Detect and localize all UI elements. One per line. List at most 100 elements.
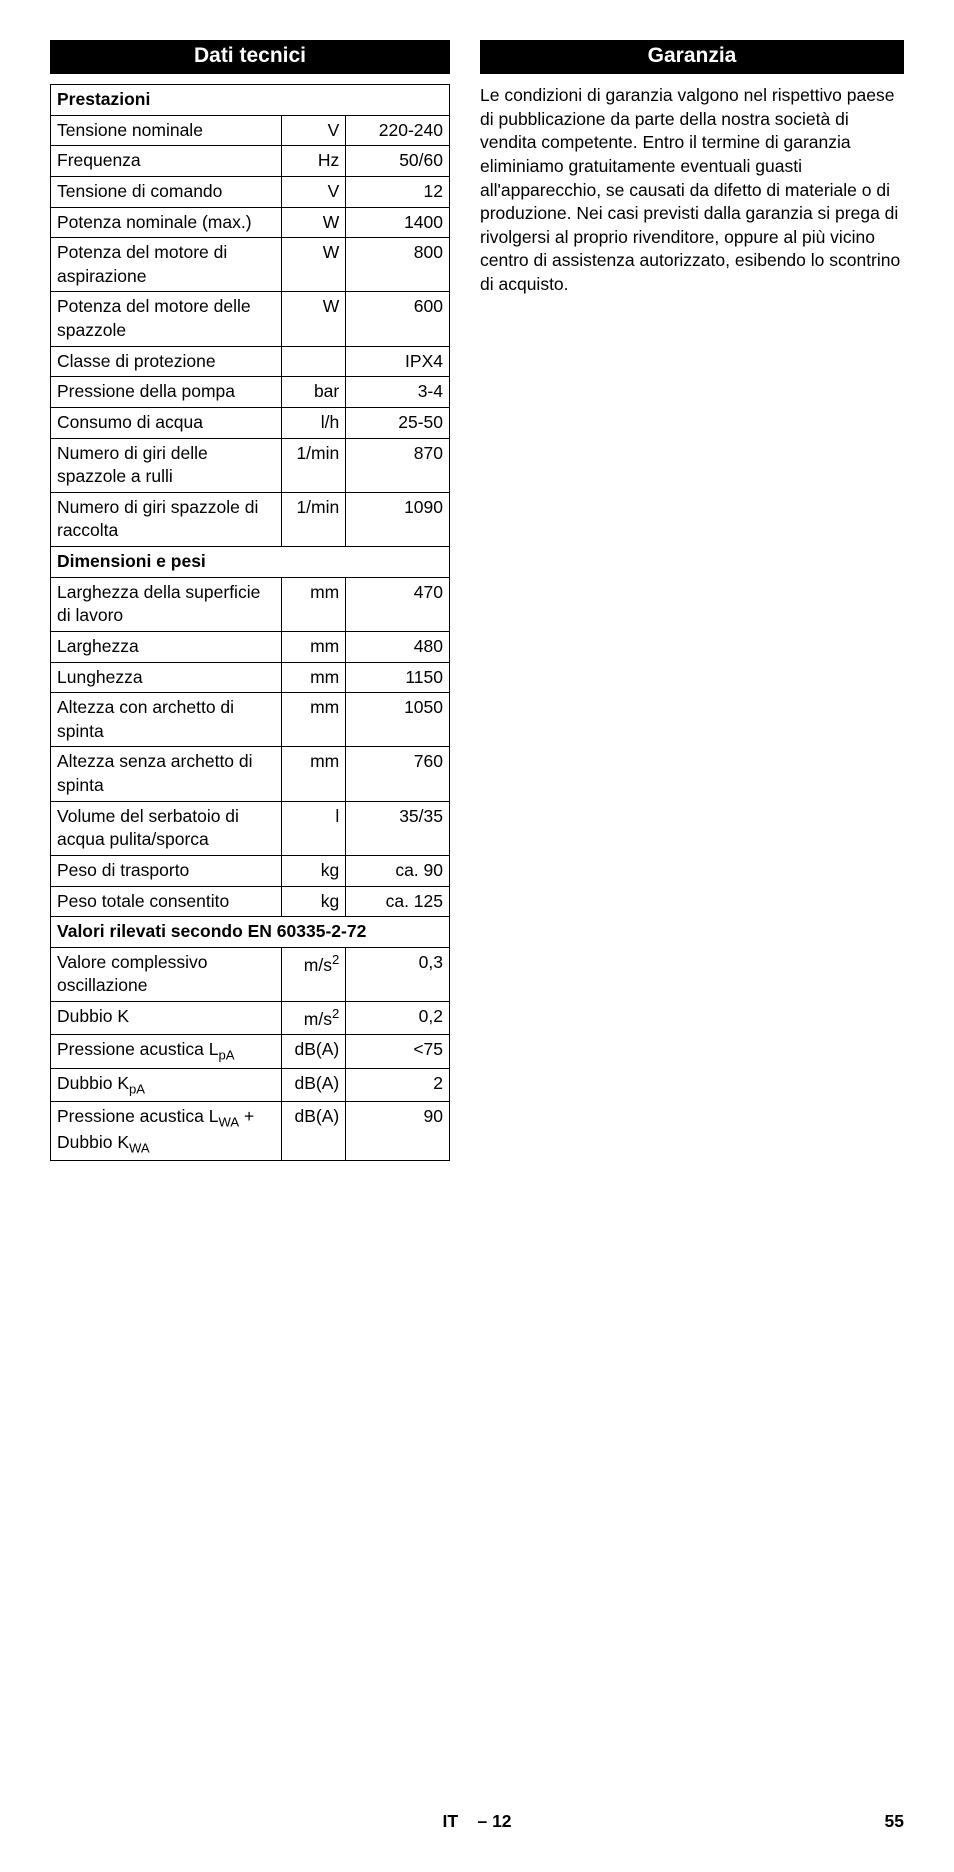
spec-label: Potenza nominale (max.) (51, 207, 282, 238)
spec-value: 90 (346, 1101, 450, 1160)
spec-unit: l/h (282, 407, 346, 438)
spec-label: Numero di giri spazzole di raccolta (51, 492, 282, 546)
table-row: Classe di protezione IPX4 (51, 346, 450, 377)
spec-unit: m/s2 (282, 1002, 346, 1035)
footer-section-page: – 12 (477, 1811, 511, 1831)
spec-value: 600 (346, 292, 450, 346)
spec-value: 870 (346, 438, 450, 492)
spec-value: 480 (346, 631, 450, 662)
spec-value: 1150 (346, 662, 450, 693)
table-row: Volume del serbatoio di acqua pulita/spo… (51, 801, 450, 855)
spec-label: Dubbio KpA (51, 1068, 282, 1101)
spec-label: Frequenza (51, 146, 282, 177)
spec-value: 50/60 (346, 146, 450, 177)
table-row: FrequenzaHz50/60 (51, 146, 450, 177)
spec-label: Volume del serbatoio di acqua pulita/spo… (51, 801, 282, 855)
table-section-header: Valori rilevati secondo EN 60335-2-72 (51, 917, 450, 948)
spec-value: 1400 (346, 207, 450, 238)
table-row: Potenza del motore di aspirazioneW800 (51, 238, 450, 292)
footer-center: IT – 12 (442, 1811, 511, 1832)
spec-label: Consumo di acqua (51, 407, 282, 438)
table-row: Pressione della pompabar3-4 (51, 377, 450, 408)
spec-label: Pressione della pompa (51, 377, 282, 408)
spec-value: IPX4 (346, 346, 450, 377)
spec-value: ca. 125 (346, 886, 450, 917)
spec-label: Altezza con archetto di spinta (51, 693, 282, 747)
spec-value: <75 (346, 1035, 450, 1068)
spec-label: Larghezza della superficie di lavoro (51, 577, 282, 631)
spec-unit: mm (282, 631, 346, 662)
spec-value: 35/35 (346, 801, 450, 855)
spec-label: Tensione di comando (51, 176, 282, 207)
spec-label: Peso di trasporto (51, 855, 282, 886)
spec-unit (282, 346, 346, 377)
spec-unit: kg (282, 886, 346, 917)
spec-label: Dubbio K (51, 1002, 282, 1035)
table-row: Larghezzamm480 (51, 631, 450, 662)
spec-label: Lunghezza (51, 662, 282, 693)
spec-unit: dB(A) (282, 1101, 346, 1160)
heading-garanzia: Garanzia (480, 40, 904, 74)
spec-value: 25-50 (346, 407, 450, 438)
spec-value: 12 (346, 176, 450, 207)
table-row: Consumo di acqual/h25-50 (51, 407, 450, 438)
footer-lang: IT (442, 1811, 458, 1831)
table-row: Larghezza della superficie di lavoromm47… (51, 577, 450, 631)
spec-unit: V (282, 176, 346, 207)
spec-label: Larghezza (51, 631, 282, 662)
spec-label: Classe di protezione (51, 346, 282, 377)
spec-unit: l (282, 801, 346, 855)
table-row: Altezza senza archetto di spintamm760 (51, 747, 450, 801)
spec-value: 2 (346, 1068, 450, 1101)
spec-unit: mm (282, 693, 346, 747)
spec-table: PrestazioniTensione nominaleV220-240Freq… (50, 84, 450, 1161)
spec-unit: mm (282, 662, 346, 693)
spec-label: Altezza senza archetto di spinta (51, 747, 282, 801)
spec-unit: Hz (282, 146, 346, 177)
table-row: Pressione acustica LWA + Dubbio KWAdB(A)… (51, 1101, 450, 1160)
spec-value: 800 (346, 238, 450, 292)
spec-unit: mm (282, 747, 346, 801)
table-row: Numero di giri delle spazzole a rulli1/m… (51, 438, 450, 492)
spec-unit: dB(A) (282, 1035, 346, 1068)
spec-value: 470 (346, 577, 450, 631)
spec-value: ca. 90 (346, 855, 450, 886)
table-row: Lunghezzamm1150 (51, 662, 450, 693)
spec-unit: W (282, 292, 346, 346)
table-section-header: Dimensioni e pesi (51, 547, 450, 578)
table-row: Pressione acustica LpAdB(A)<75 (51, 1035, 450, 1068)
spec-value: 3-4 (346, 377, 450, 408)
table-section-header: Prestazioni (51, 85, 450, 116)
spec-unit: dB(A) (282, 1068, 346, 1101)
spec-unit: 1/min (282, 492, 346, 546)
spec-unit: W (282, 238, 346, 292)
table-row: Dubbio KpAdB(A)2 (51, 1068, 450, 1101)
spec-unit: bar (282, 377, 346, 408)
table-row: Tensione di comandoV12 (51, 176, 450, 207)
spec-label: Peso totale consentito (51, 886, 282, 917)
spec-unit: 1/min (282, 438, 346, 492)
table-row: Tensione nominaleV220-240 (51, 115, 450, 146)
table-row: Altezza con archetto di spintamm1050 (51, 693, 450, 747)
table-row: Numero di giri spazzole di raccolta1/min… (51, 492, 450, 546)
spec-label: Tensione nominale (51, 115, 282, 146)
spec-unit: V (282, 115, 346, 146)
spec-unit: m/s2 (282, 947, 346, 1001)
spec-value: 1050 (346, 693, 450, 747)
spec-label: Numero di giri delle spazzole a rulli (51, 438, 282, 492)
spec-value: 760 (346, 747, 450, 801)
table-row: Dubbio Km/s20,2 (51, 1002, 450, 1035)
table-row: Potenza nominale (max.)W1400 (51, 207, 450, 238)
spec-label: Potenza del motore delle spazzole (51, 292, 282, 346)
table-row: Valore complessivo oscillazionem/s20,3 (51, 947, 450, 1001)
spec-value: 220-240 (346, 115, 450, 146)
table-row: Peso totale consentitokgca. 125 (51, 886, 450, 917)
spec-unit: W (282, 207, 346, 238)
footer-page-number: 55 (885, 1811, 904, 1832)
spec-label: Potenza del motore di aspirazione (51, 238, 282, 292)
spec-value: 1090 (346, 492, 450, 546)
garanzia-body: Le condizioni di garanzia valgono nel ri… (480, 84, 904, 297)
spec-label: Pressione acustica LpA (51, 1035, 282, 1068)
spec-label: Pressione acustica LWA + Dubbio KWA (51, 1101, 282, 1160)
table-row: Potenza del motore delle spazzoleW600 (51, 292, 450, 346)
